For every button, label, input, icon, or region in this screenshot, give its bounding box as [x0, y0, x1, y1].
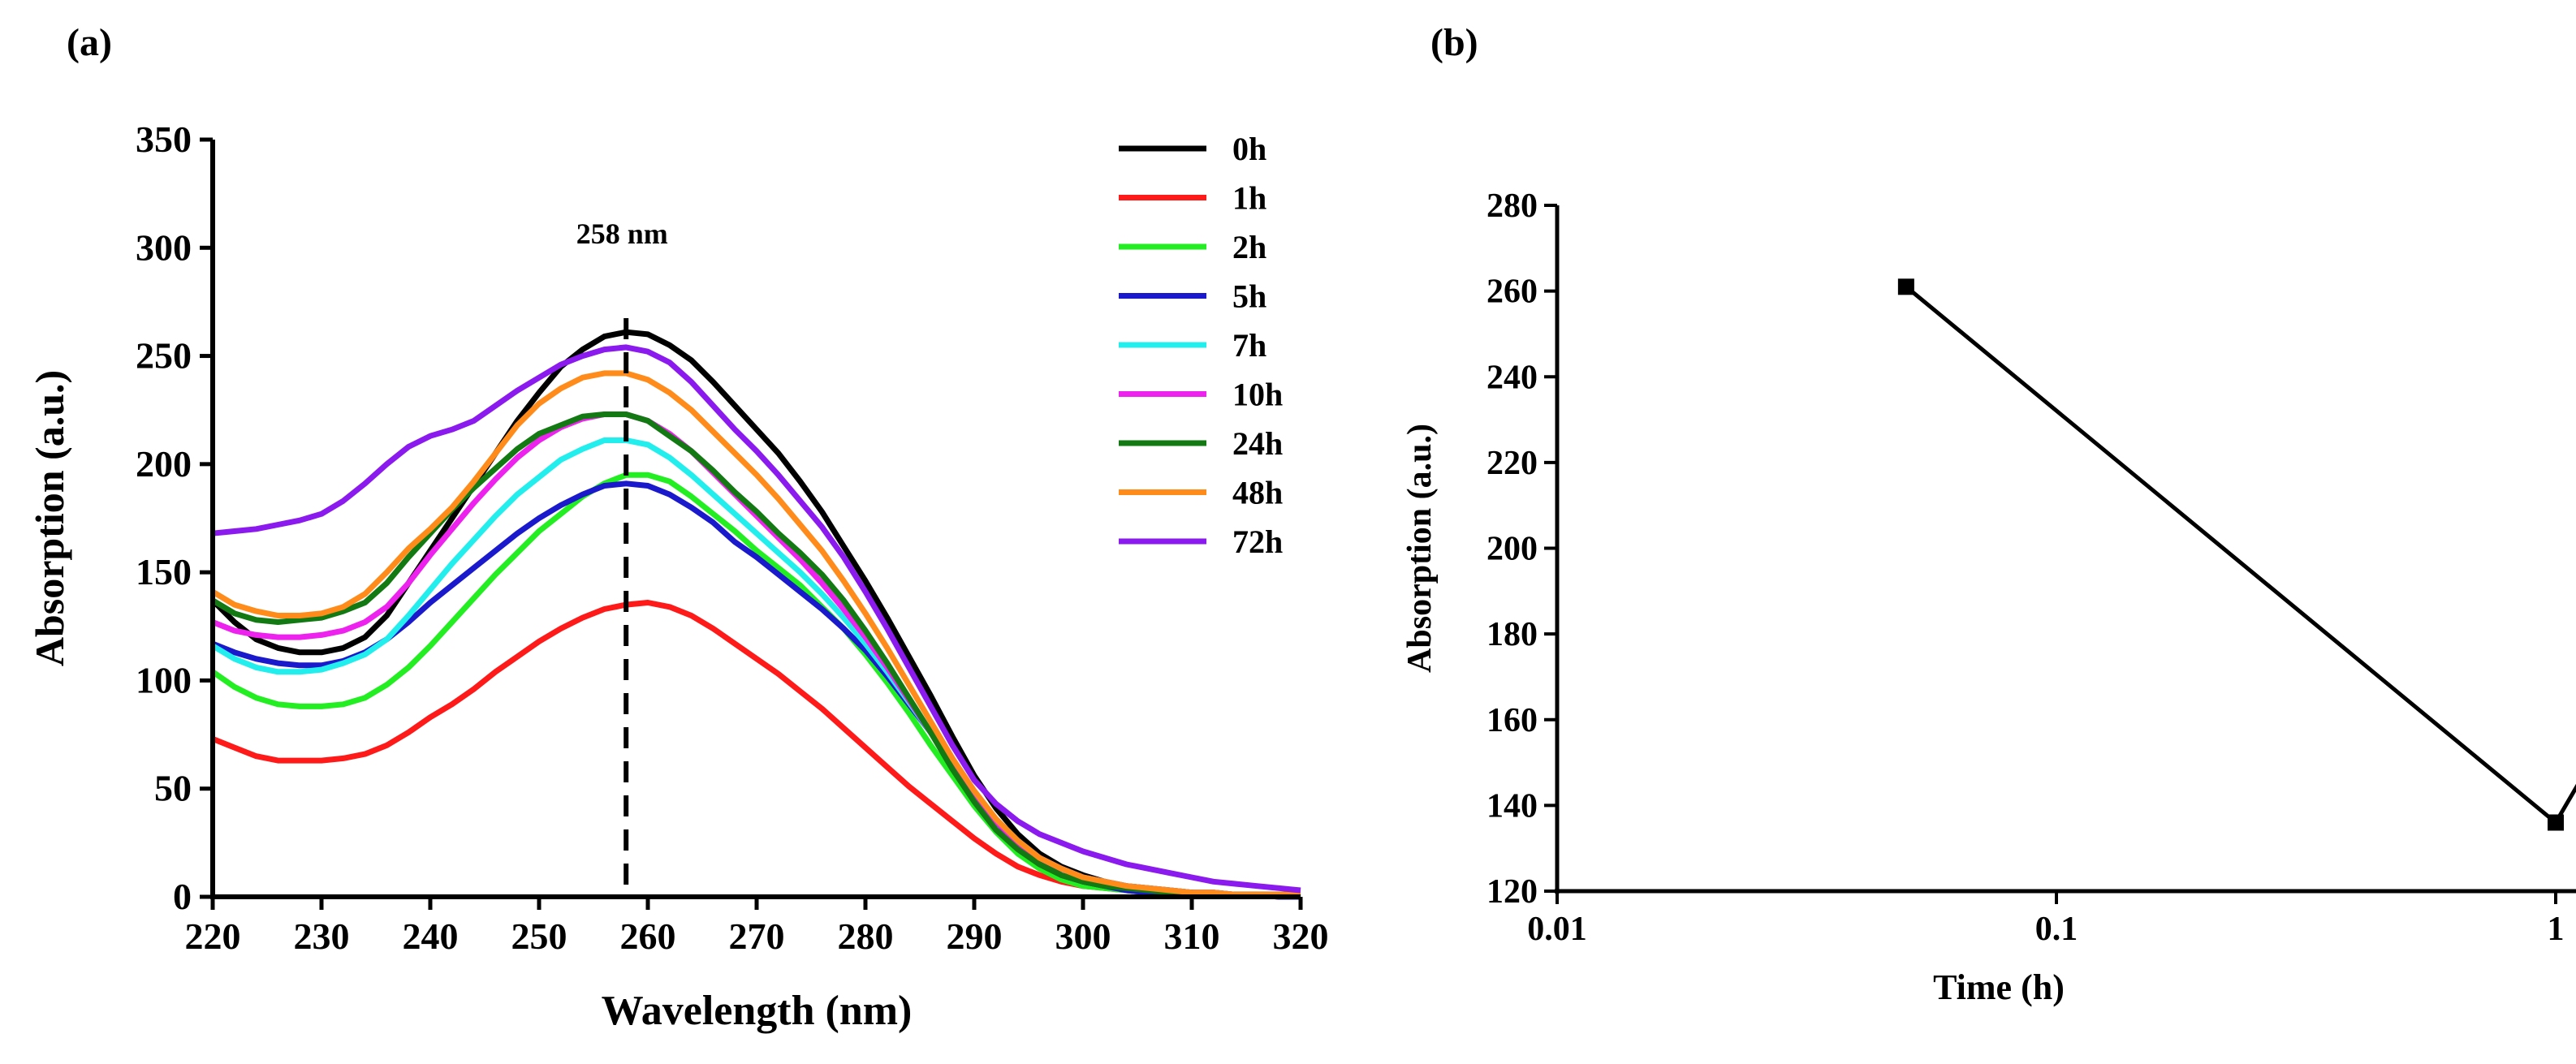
- y-tick-label: 120: [1486, 873, 1538, 911]
- y-tick-label: 250: [136, 335, 192, 377]
- legend-label-24h: 24h: [1232, 425, 1283, 462]
- x-tick-label: 300: [1055, 915, 1111, 957]
- x-axis-title: Wavelength (nm): [602, 988, 913, 1034]
- legend-label-1h: 1h: [1232, 180, 1266, 217]
- legend-label-48h: 48h: [1232, 475, 1283, 511]
- time-course-line: [1905, 285, 2576, 826]
- legend-label-10h: 10h: [1232, 377, 1283, 413]
- x-tick-label: 240: [403, 915, 459, 957]
- series-line-10h: [211, 411, 1301, 898]
- y-axis-title: Absorption (a.u.): [27, 370, 72, 666]
- y-tick-label: 200: [136, 443, 192, 485]
- x-tick-label: 0.1: [2035, 911, 2078, 948]
- y-tick-label: 180: [1486, 616, 1538, 653]
- x-tick-label: 320: [1273, 915, 1329, 957]
- y-tick-label: 140: [1486, 787, 1538, 825]
- y-tick-label: 150: [136, 551, 192, 592]
- x-tick-label: 250: [511, 915, 567, 957]
- y-tick-label: 100: [136, 659, 192, 700]
- panel-b-label: (b): [1430, 21, 1478, 64]
- legend-label-2h: 2h: [1232, 229, 1266, 265]
- x-axis-title: Time (h): [1933, 967, 2065, 1007]
- x-tick-label: 310: [1164, 915, 1220, 957]
- y-tick-label: 0: [173, 876, 192, 917]
- panel-a-label: (a): [67, 21, 112, 64]
- y-tick-label: 200: [1486, 531, 1538, 568]
- x-tick-label: 220: [185, 915, 241, 957]
- y-tick-label: 220: [1486, 445, 1538, 482]
- legend-label-0h: 0h: [1232, 131, 1266, 167]
- series-line-2h: [211, 472, 1301, 900]
- chart-b-time-course: 1201401601802002202402602800.010.1110Tim…: [1401, 187, 2576, 1007]
- x-tick-label: 1: [2548, 911, 2565, 948]
- peak-annotation-label: 258 nm: [576, 218, 668, 250]
- series-line-72h: [212, 344, 1301, 894]
- x-tick-label: 230: [294, 915, 350, 957]
- legend-label-72h: 72h: [1232, 523, 1283, 560]
- data-point-marker: [1897, 278, 1914, 295]
- series-line-48h: [211, 370, 1301, 898]
- y-tick-label: 350: [136, 118, 192, 160]
- y-tick-label: 50: [154, 768, 192, 809]
- y-tick-label: 240: [1486, 359, 1538, 396]
- chart-a-spectra: 258 nm 0 50 100 150 200 250 300 350 220 230 240 250 2…: [27, 118, 1329, 1034]
- y-tick-label: 160: [1486, 702, 1538, 739]
- legend-label-7h: 7h: [1232, 327, 1266, 364]
- x-tick-label: 270: [729, 915, 785, 957]
- y-axis-title: Absorption (a.u.): [1401, 424, 1439, 673]
- y-tick-label: 280: [1486, 187, 1538, 225]
- y-tick-label: 260: [1486, 274, 1538, 311]
- data-point-marker: [2548, 814, 2564, 831]
- legend-label-5h: 5h: [1232, 278, 1266, 315]
- x-tick-label: 290: [947, 915, 1003, 957]
- x-tick-label: 0.01: [1527, 911, 1587, 948]
- y-tick-label: 300: [136, 226, 192, 268]
- series-line-24h: [211, 411, 1301, 898]
- x-tick-label: 260: [620, 915, 676, 957]
- x-tick-label: 280: [838, 915, 894, 957]
